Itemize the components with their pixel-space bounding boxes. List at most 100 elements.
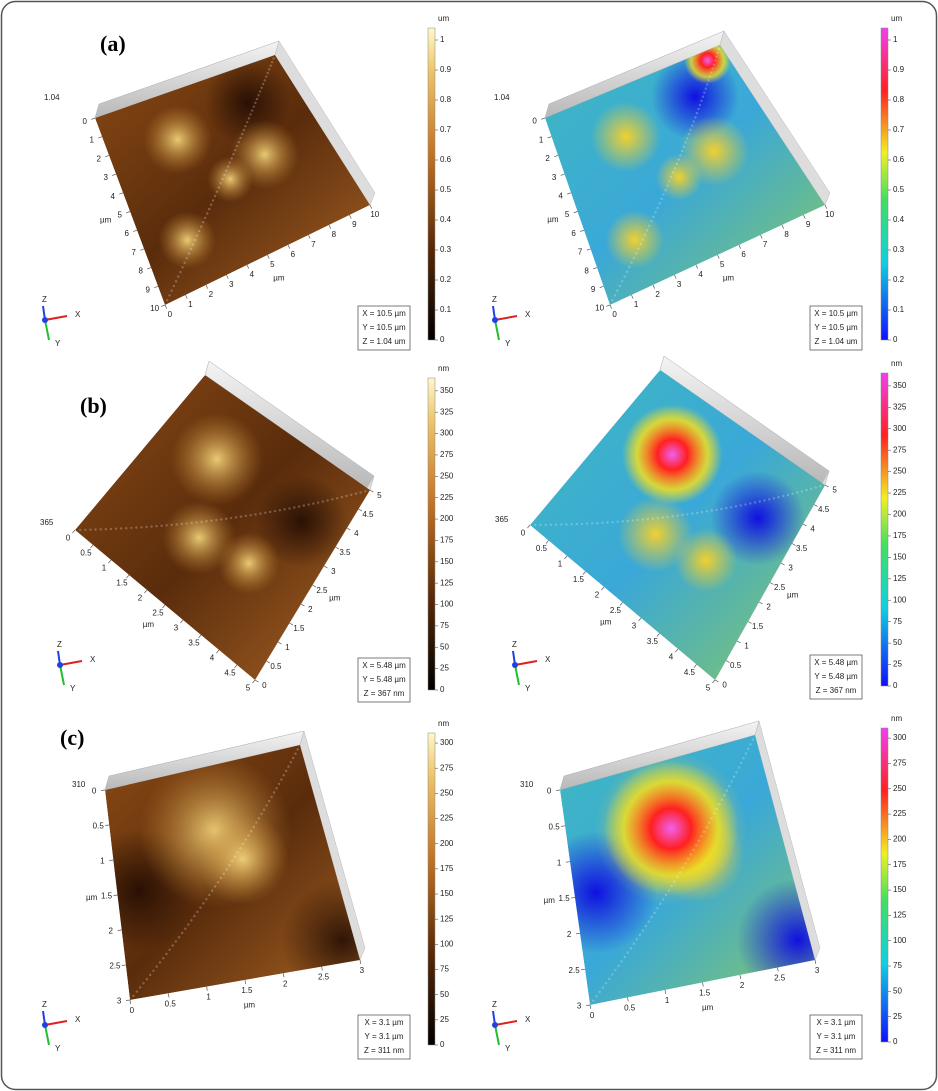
texture xyxy=(199,906,202,909)
texture xyxy=(608,977,611,981)
texture xyxy=(198,229,201,233)
texture xyxy=(705,826,708,829)
y-tick-label: 3.5 xyxy=(796,544,808,553)
x-tick-label: 3 xyxy=(632,622,637,631)
texture xyxy=(190,919,193,922)
texture xyxy=(601,521,604,525)
texture xyxy=(710,71,713,74)
axis-tick xyxy=(205,284,209,289)
axis-tick xyxy=(609,304,613,309)
texture xyxy=(174,940,178,943)
x-tick-label: 5 xyxy=(246,684,251,693)
axis-tick xyxy=(824,484,829,488)
texture xyxy=(268,510,272,514)
texture xyxy=(611,520,614,524)
x-tick-label: 0.5 xyxy=(80,549,92,558)
texture xyxy=(713,812,716,815)
texture xyxy=(228,864,231,867)
texture xyxy=(222,872,225,875)
texture xyxy=(181,266,184,269)
texture xyxy=(242,128,246,132)
colorbar-tick-label: 275 xyxy=(440,763,454,772)
y-tick-label: 0.5 xyxy=(549,822,561,831)
y-tick-label: 0 xyxy=(262,681,267,690)
x-tick-label: 2.5 xyxy=(610,606,622,615)
surface xyxy=(530,370,825,680)
texture xyxy=(749,502,752,505)
x-tick-label: 5 xyxy=(720,260,725,269)
axis-tick xyxy=(599,285,604,288)
texture xyxy=(148,973,152,977)
axis-tick xyxy=(140,248,145,251)
axis-tick xyxy=(323,565,328,569)
texture xyxy=(656,907,659,910)
triad-x xyxy=(59,660,83,666)
texture xyxy=(165,524,168,527)
texture xyxy=(580,522,584,526)
triad-origin xyxy=(492,1022,498,1028)
axis-tick xyxy=(198,634,202,639)
axis-tick xyxy=(108,559,112,564)
texture xyxy=(350,493,353,497)
axis-tick xyxy=(234,664,238,669)
side-wall xyxy=(274,40,376,206)
x-tick-label: 9 xyxy=(806,220,811,229)
colorbar-tick-label: 125 xyxy=(440,914,454,923)
colorbar-tick-label: 0.5 xyxy=(440,185,452,194)
texture xyxy=(263,79,266,82)
axis-tick xyxy=(527,524,531,529)
texture xyxy=(664,893,668,897)
y-tick-label: 0 xyxy=(82,117,87,126)
texture xyxy=(696,511,699,515)
texture xyxy=(725,506,728,510)
axis-tick xyxy=(91,117,96,120)
colorbar-tick-label: 1 xyxy=(893,35,898,44)
axis-tick xyxy=(712,679,716,684)
info-line: X = 5.48 µm xyxy=(814,658,858,667)
axis-tick xyxy=(824,204,828,209)
info-line: Z = 367 nm xyxy=(816,686,857,695)
axis-tick xyxy=(564,555,568,560)
x-tick-label: 3 xyxy=(360,966,365,975)
y-tick-label: 1 xyxy=(100,856,105,865)
triad-label: X xyxy=(545,655,551,664)
colorbar xyxy=(880,27,889,341)
texture xyxy=(639,242,642,246)
colorbar-tick-label: 0.9 xyxy=(893,65,905,74)
axis-tick xyxy=(252,679,256,684)
texture xyxy=(252,825,255,829)
colorbar-tick-label: 0.2 xyxy=(893,275,905,284)
texture xyxy=(650,220,653,223)
colorbar-tick-label: 200 xyxy=(440,839,454,848)
texture xyxy=(676,514,679,517)
x-tick-label: 3 xyxy=(677,280,682,289)
colorbar-tick-label: 225 xyxy=(440,493,454,502)
info-line: Y = 10.5 µm xyxy=(814,323,858,332)
triad-label: Z xyxy=(42,295,47,304)
texture xyxy=(626,951,629,954)
colorbar-tick-label: 0.8 xyxy=(440,95,452,104)
texture xyxy=(673,880,676,883)
texture xyxy=(739,504,742,507)
colorbar-tick-label: 0.4 xyxy=(440,215,452,224)
texture xyxy=(717,47,721,51)
colorbar-tick-label: 300 xyxy=(893,424,907,433)
texture xyxy=(585,522,589,525)
axis-tick xyxy=(282,973,285,978)
info-line: Y = 10.5 µm xyxy=(362,323,406,332)
texture xyxy=(326,499,329,502)
axis-tick xyxy=(758,601,763,605)
axis-label: µm xyxy=(547,215,559,224)
colorbar-tick-label: 0 xyxy=(440,685,445,694)
texture xyxy=(94,528,97,531)
axis-tick xyxy=(656,633,660,637)
axis-label: µm xyxy=(143,620,155,629)
texture xyxy=(686,513,689,516)
axis-tick xyxy=(791,543,796,546)
texture xyxy=(282,774,285,777)
texture xyxy=(84,528,87,531)
x-tick-label: 3 xyxy=(174,624,179,633)
texture xyxy=(677,158,680,161)
texture xyxy=(161,956,165,960)
x-tick-label: 2 xyxy=(740,981,745,990)
